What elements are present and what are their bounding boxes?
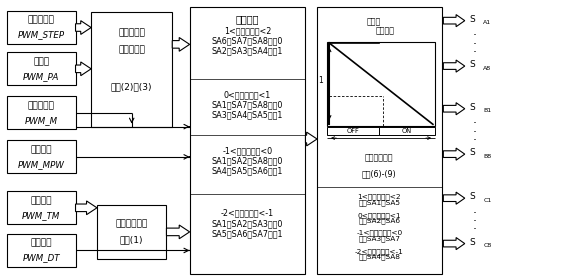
Polygon shape xyxy=(443,192,465,204)
Text: 同步信号发生: 同步信号发生 xyxy=(116,219,148,228)
Text: PWM_M: PWM_M xyxy=(25,116,58,125)
Text: ·: · xyxy=(473,134,476,147)
Text: -2<正弦调制波<-1: -2<正弦调制波<-1 xyxy=(221,209,274,218)
Text: 幅値调制比: 幅値调制比 xyxy=(28,101,55,110)
Text: 函数查找表: 函数查找表 xyxy=(118,46,145,54)
Bar xyxy=(7,140,76,173)
Text: 0<正弦调制波<1: 0<正弦调制波<1 xyxy=(357,212,401,219)
Text: PWM_TM: PWM_TM xyxy=(22,211,61,220)
Text: 开关周期: 开关周期 xyxy=(375,26,395,35)
Bar xyxy=(7,11,76,44)
Text: 公式(6)-(9): 公式(6)-(9) xyxy=(362,169,397,178)
Text: -1<正弦调制波<0: -1<正弦调制波<0 xyxy=(222,146,272,155)
Text: 1: 1 xyxy=(318,76,323,85)
Bar xyxy=(91,13,172,126)
Text: SA6、SA7、SA8恆为0: SA6、SA7、SA8恆为0 xyxy=(212,36,283,45)
Polygon shape xyxy=(443,103,465,115)
Text: OFF: OFF xyxy=(347,128,360,134)
Text: 公式(1): 公式(1) xyxy=(120,235,144,244)
Polygon shape xyxy=(443,237,465,250)
Text: B1: B1 xyxy=(483,108,491,113)
Text: SA4、SA5、SA6恆为1: SA4、SA5、SA6恆为1 xyxy=(212,167,283,176)
Text: 初相角: 初相角 xyxy=(33,57,49,66)
Polygon shape xyxy=(172,38,190,51)
Text: 正弦调制波: 正弦调制波 xyxy=(118,28,145,38)
Text: ·: · xyxy=(473,207,476,220)
Bar xyxy=(328,127,379,135)
Bar xyxy=(7,96,76,129)
Text: S: S xyxy=(470,103,475,112)
Polygon shape xyxy=(306,132,317,146)
Text: C8: C8 xyxy=(483,243,492,248)
Text: PWM_DT: PWM_DT xyxy=(23,253,60,262)
Text: ·: · xyxy=(473,29,476,42)
Text: 0<正弦调制波<1: 0<正弦调制波<1 xyxy=(224,90,271,99)
Text: 1<正弦调制波<2: 1<正弦调制波<2 xyxy=(224,26,271,35)
Polygon shape xyxy=(76,21,91,34)
Text: 控制SA3、SA7: 控制SA3、SA7 xyxy=(359,235,400,242)
Text: 公式(2)、(3): 公式(2)、(3) xyxy=(111,82,152,91)
Text: ·: · xyxy=(473,126,476,139)
Text: 死区时间: 死区时间 xyxy=(31,239,52,247)
Text: SA3、SA4、SA5恆为1: SA3、SA4、SA5恆为1 xyxy=(212,111,283,120)
Text: PWM_MPW: PWM_MPW xyxy=(18,160,65,169)
Text: B8: B8 xyxy=(483,154,491,159)
Text: -2<正弦调制波<-1: -2<正弦调制波<-1 xyxy=(355,249,404,255)
Polygon shape xyxy=(443,148,465,160)
Text: C1: C1 xyxy=(483,198,492,203)
Bar xyxy=(7,234,76,267)
Text: ON: ON xyxy=(402,128,412,134)
Text: ·: · xyxy=(473,215,476,228)
Text: S: S xyxy=(470,192,475,201)
Polygon shape xyxy=(166,225,190,239)
Text: 调制波步长: 调制波步长 xyxy=(28,16,55,25)
Text: 控制SA2、SA6: 控制SA2、SA6 xyxy=(359,218,400,224)
Text: 控制SA1、SA5: 控制SA1、SA5 xyxy=(359,199,400,206)
Text: A1: A1 xyxy=(483,20,491,25)
Polygon shape xyxy=(443,60,465,72)
Polygon shape xyxy=(76,62,91,76)
Polygon shape xyxy=(76,201,97,215)
Bar xyxy=(190,7,306,274)
Bar xyxy=(317,7,442,274)
Text: ·: · xyxy=(473,117,476,130)
Text: SA1、SA2、SA3恆为0: SA1、SA2、SA3恆为0 xyxy=(212,219,283,228)
Text: SA1、SA7、SA8恆为0: SA1、SA7、SA8恆为0 xyxy=(212,100,283,109)
Text: S: S xyxy=(470,15,475,24)
Text: A8: A8 xyxy=(483,66,491,71)
Text: 最小脉宽: 最小脉宽 xyxy=(31,145,52,154)
Text: S: S xyxy=(470,238,475,247)
Text: SA5、SA6、SA7恆为1: SA5、SA6、SA7恆为1 xyxy=(212,229,283,239)
Text: ·: · xyxy=(473,223,476,236)
Text: 开关时间计算: 开关时间计算 xyxy=(365,153,393,162)
Text: S: S xyxy=(470,148,475,157)
Text: 1<正弦调制波<2: 1<正弦调制波<2 xyxy=(357,194,401,200)
Bar xyxy=(328,42,435,126)
Text: 采样値: 采样値 xyxy=(367,17,381,26)
Bar xyxy=(7,191,76,224)
Text: PWM_STEP: PWM_STEP xyxy=(18,31,65,39)
Bar xyxy=(379,127,435,135)
Text: 控制SA4、SA8: 控制SA4、SA8 xyxy=(359,254,400,260)
Text: SA1、SA2、SA8恆为0: SA1、SA2、SA8恆为0 xyxy=(212,156,283,165)
Text: -1<正弦调制波<0: -1<正弦调制波<0 xyxy=(356,230,403,236)
Text: SA2、SA3、SA4恆为1: SA2、SA3、SA4恆为1 xyxy=(212,47,283,56)
Text: 开关周期: 开关周期 xyxy=(31,196,52,205)
Text: PWM_PA: PWM_PA xyxy=(23,72,59,81)
Text: ·: · xyxy=(473,38,476,51)
Bar xyxy=(97,205,166,259)
Text: 区间判断: 区间判断 xyxy=(236,14,260,24)
Text: ·: · xyxy=(473,46,476,59)
Text: S: S xyxy=(470,60,475,69)
Bar xyxy=(7,52,76,85)
Polygon shape xyxy=(443,15,465,27)
